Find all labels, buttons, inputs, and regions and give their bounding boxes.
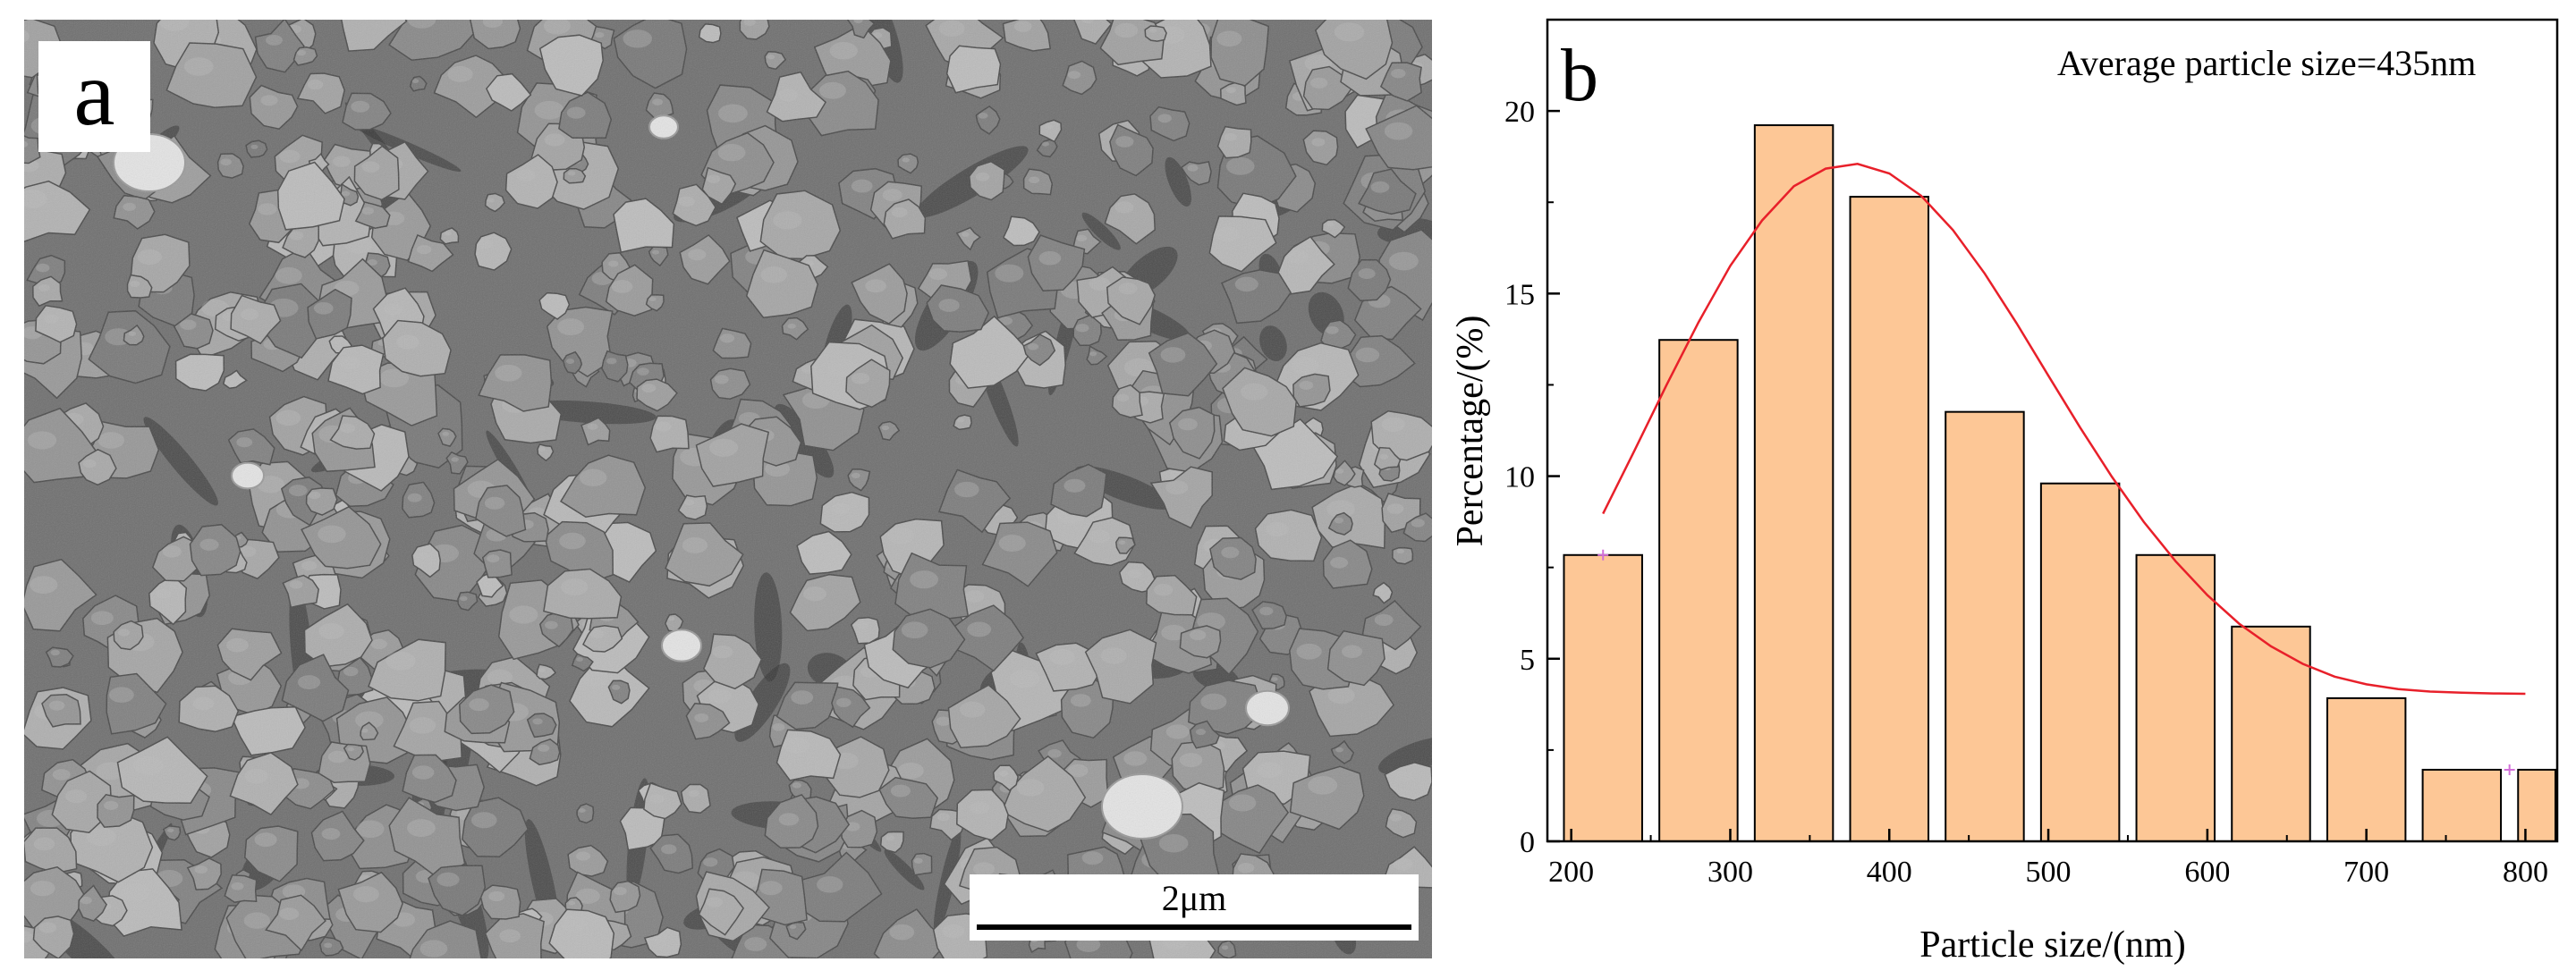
- histogram-bar: [1753, 124, 1835, 842]
- histogram-bar: [2231, 625, 2311, 842]
- histogram-bar: [2039, 482, 2121, 842]
- panel-a-label: a: [38, 41, 150, 152]
- x-axis-label: Particle size/(nm): [1919, 924, 2185, 966]
- gaussian-fit: [1602, 163, 2526, 696]
- panel-b-label: b: [1561, 34, 1598, 117]
- y-tick-label: 20: [1504, 96, 1535, 129]
- data-markers: [1597, 549, 2515, 775]
- x-axis-ticks: 200 300 400 500 600 700 800: [1548, 829, 2548, 889]
- gaussian-fit-curve: [1602, 163, 2526, 696]
- histogram-bar: [1945, 410, 2025, 842]
- scale-bar: 2μm: [970, 874, 1419, 941]
- x-tick-label: 400: [1867, 856, 1912, 889]
- average-size-annotation: Average particle size=435nm: [2057, 43, 2476, 83]
- x-tick-label: 600: [2184, 856, 2230, 889]
- plot-frame: [1546, 18, 2559, 843]
- scale-bar-label: 2μm: [1161, 878, 1227, 918]
- y-tick-label: 0: [1520, 826, 1535, 859]
- y-tick-label: 10: [1504, 461, 1535, 494]
- y-axis-label: Percentage/(%): [1450, 316, 1491, 547]
- sem-micrograph-image: [24, 20, 1432, 958]
- histogram-bar: [2135, 553, 2216, 842]
- x-tick-label: 800: [2503, 856, 2548, 889]
- data-marker: [1597, 549, 1609, 561]
- histogram-bar: [2326, 696, 2407, 842]
- x-tick-label: 500: [2026, 856, 2072, 889]
- histogram-bar: [1563, 553, 1643, 842]
- histogram-bar: [2517, 768, 2556, 842]
- particle-size-histogram: 200 300 400 500 600 700 800 0 5 10 15 20 b Average…: [1450, 18, 2559, 966]
- histogram-bars: [1563, 124, 2556, 843]
- sem-micrograph-panel: a 2μm: [24, 20, 1432, 958]
- scale-bar-line: [977, 924, 1411, 930]
- sem-noise-overlay: [24, 20, 1432, 958]
- histogram-bar: [2421, 768, 2503, 842]
- y-tick-label: 15: [1504, 278, 1535, 311]
- x-tick-label: 300: [1707, 856, 1753, 889]
- data-marker: [2504, 764, 2515, 775]
- histogram-bar: [1849, 196, 1929, 842]
- y-tick-label: 5: [1520, 644, 1535, 677]
- y-axis-ticks: 0 5 10 15 20: [1504, 19, 1560, 859]
- histogram-bar: [1658, 339, 1739, 843]
- x-tick-label: 200: [1548, 856, 1594, 889]
- x-tick-label: 700: [2343, 856, 2389, 889]
